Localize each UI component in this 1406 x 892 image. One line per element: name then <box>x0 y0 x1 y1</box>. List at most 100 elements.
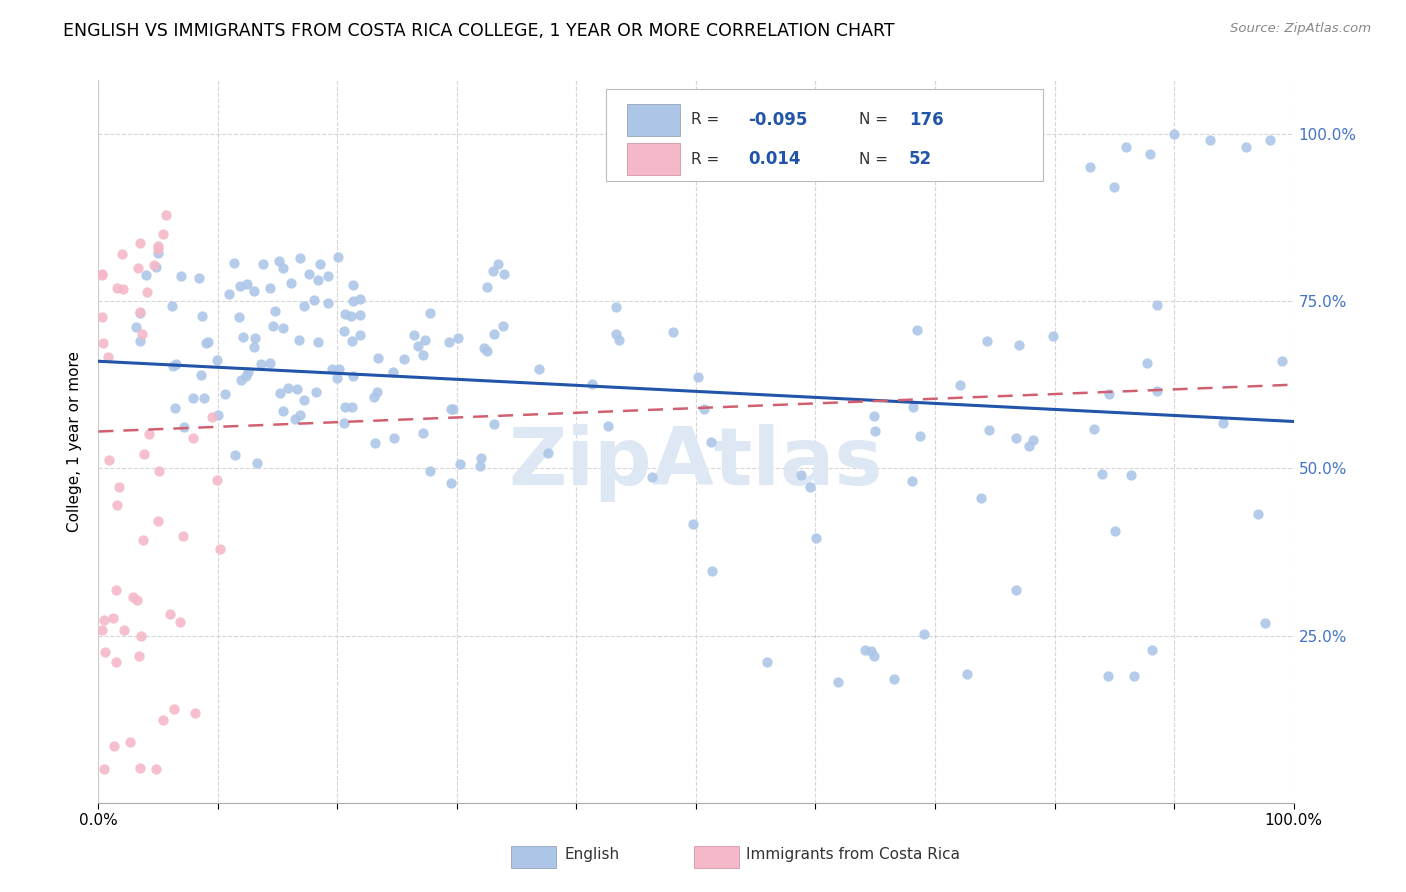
Point <box>229 279 252 293</box>
Point <box>1104 524 1126 538</box>
Point <box>91 267 114 281</box>
Point <box>907 323 929 337</box>
Point <box>661 326 683 340</box>
Point <box>1022 433 1045 447</box>
Point <box>132 533 155 547</box>
Point <box>437 335 460 350</box>
Point <box>1123 669 1146 683</box>
Y-axis label: College, 1 year or more: College, 1 year or more <box>67 351 83 532</box>
Point <box>1098 387 1121 401</box>
Point <box>136 285 159 299</box>
Text: 176: 176 <box>908 111 943 128</box>
Point <box>1136 356 1159 370</box>
Point <box>232 330 254 344</box>
Point <box>207 408 229 422</box>
Point <box>605 300 627 314</box>
Text: 52: 52 <box>908 150 932 168</box>
Point <box>165 357 187 371</box>
Text: 0.014: 0.014 <box>748 150 801 168</box>
Point <box>333 417 356 431</box>
Point <box>527 362 550 376</box>
Point <box>152 227 174 242</box>
Point <box>1234 140 1257 154</box>
Point <box>949 378 972 392</box>
Point <box>366 384 388 399</box>
Point <box>146 514 169 528</box>
Point <box>326 250 349 264</box>
Point <box>235 369 257 384</box>
Point <box>477 279 499 293</box>
Point <box>155 208 177 222</box>
Point <box>284 411 307 425</box>
Point <box>148 245 170 260</box>
Point <box>252 257 274 271</box>
Point <box>118 735 141 749</box>
Point <box>246 456 269 470</box>
Point <box>903 400 925 414</box>
Point <box>340 309 363 323</box>
Point <box>799 480 821 494</box>
FancyBboxPatch shape <box>627 143 681 175</box>
Point <box>162 299 184 313</box>
Point <box>605 327 627 342</box>
Point <box>468 458 491 473</box>
Point <box>1018 439 1040 453</box>
Point <box>1163 127 1185 141</box>
Point <box>1083 422 1105 436</box>
Point <box>128 235 150 250</box>
Text: ENGLISH VS IMMIGRANTS FROM COSTA RICA COLLEGE, 1 YEAR OR MORE CORRELATION CHART: ENGLISH VS IMMIGRANTS FROM COSTA RICA CO… <box>63 22 894 40</box>
Point <box>305 385 328 400</box>
Point <box>197 335 219 350</box>
Point <box>1097 669 1119 683</box>
Point <box>187 271 209 285</box>
Point <box>316 295 339 310</box>
Point <box>101 611 124 625</box>
Point <box>134 447 156 461</box>
Point <box>181 391 204 405</box>
Point <box>214 386 236 401</box>
Point <box>273 261 295 276</box>
Point <box>449 457 471 471</box>
Point <box>474 341 496 355</box>
Point <box>1146 384 1168 398</box>
Point <box>172 529 194 543</box>
Point <box>363 390 385 404</box>
Point <box>349 293 371 307</box>
Point <box>316 268 339 283</box>
Point <box>349 308 371 322</box>
Point <box>1004 432 1026 446</box>
Point <box>91 624 114 638</box>
Point <box>173 420 195 434</box>
Point <box>883 672 905 686</box>
Point <box>138 426 160 441</box>
Point <box>269 385 291 400</box>
Point <box>1008 338 1031 352</box>
Point <box>447 331 470 345</box>
Point <box>1253 616 1275 631</box>
Point <box>700 435 723 450</box>
Point <box>1104 180 1126 194</box>
Point <box>1247 507 1270 521</box>
Point <box>1119 468 1142 483</box>
Point <box>440 401 463 416</box>
Point <box>412 425 434 440</box>
Point <box>863 649 886 664</box>
Point <box>190 368 212 383</box>
Point <box>956 666 979 681</box>
Point <box>1115 140 1137 154</box>
Point <box>418 305 440 319</box>
Point <box>169 615 191 630</box>
Point <box>853 643 876 657</box>
Point <box>598 418 620 433</box>
Text: R =: R = <box>692 112 724 128</box>
Point <box>335 400 357 414</box>
Point <box>271 404 294 418</box>
Point <box>537 446 560 460</box>
Point <box>163 702 186 716</box>
Point <box>205 474 228 488</box>
Point <box>307 334 329 349</box>
Point <box>412 348 434 362</box>
Point <box>381 365 404 379</box>
Point <box>804 531 827 545</box>
Point <box>128 648 150 663</box>
